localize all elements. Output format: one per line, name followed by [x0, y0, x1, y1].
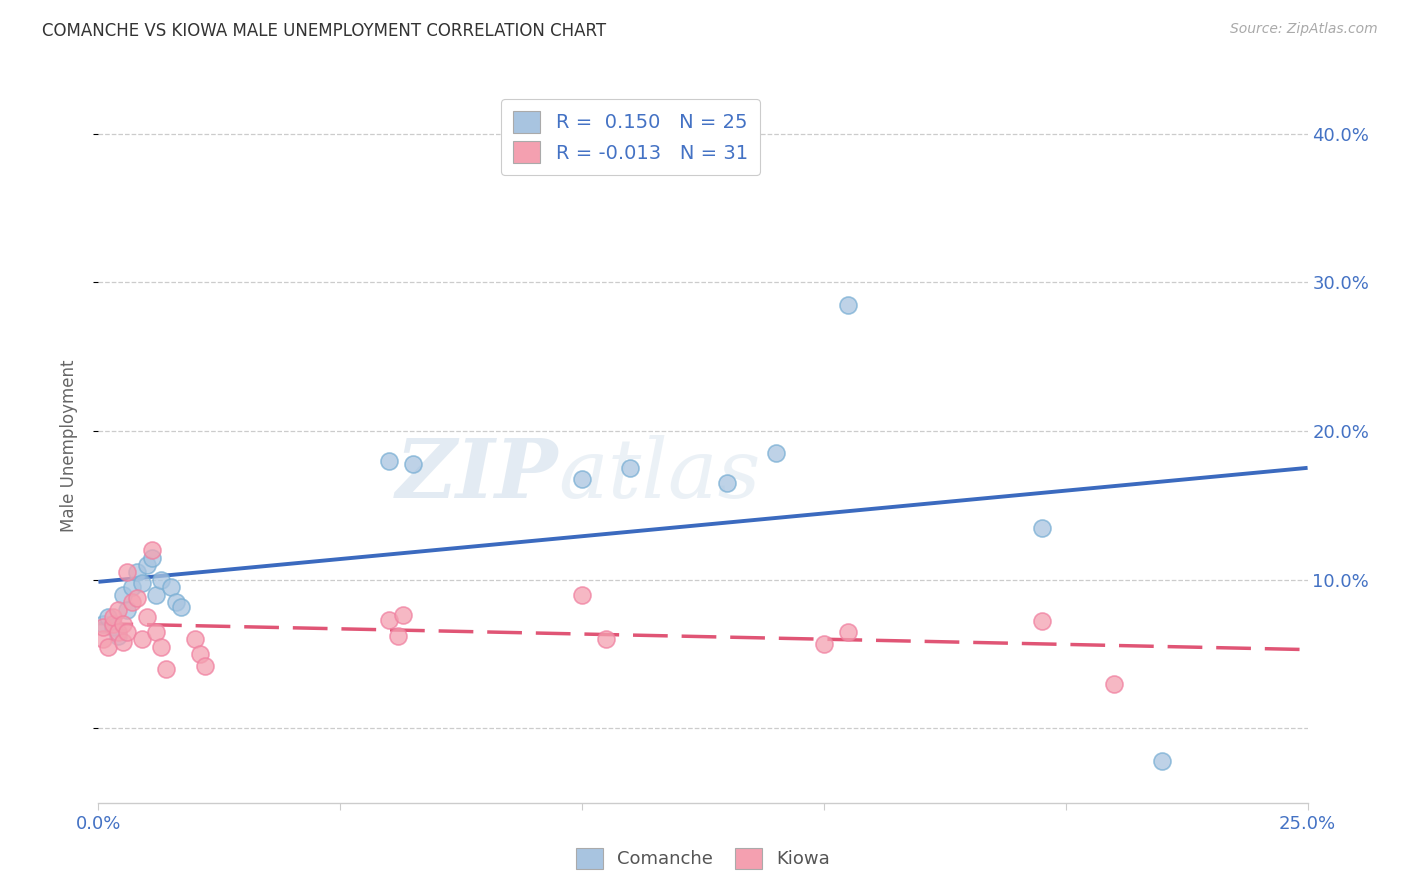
Point	[571, 472, 593, 486]
Point	[387, 629, 409, 643]
Point	[111, 588, 134, 602]
Point	[101, 617, 124, 632]
Point	[1152, 754, 1174, 768]
Point	[131, 632, 153, 647]
Point	[837, 298, 859, 312]
Point	[377, 454, 399, 468]
Point	[716, 476, 738, 491]
Point	[97, 610, 120, 624]
Point	[194, 659, 217, 673]
Point	[145, 588, 167, 602]
Point	[135, 558, 157, 572]
Text: atlas: atlas	[558, 434, 761, 515]
Point	[1031, 521, 1053, 535]
Point	[392, 608, 415, 623]
Point	[402, 457, 425, 471]
Point	[117, 566, 139, 580]
Point	[813, 637, 835, 651]
Point	[121, 580, 143, 594]
Point	[619, 461, 641, 475]
Point	[117, 624, 139, 639]
Point	[377, 613, 399, 627]
Point	[107, 624, 129, 639]
Point	[131, 575, 153, 590]
Point	[155, 662, 177, 676]
Point	[165, 595, 187, 609]
Point	[91, 617, 114, 632]
Point	[101, 610, 124, 624]
Point	[150, 640, 173, 654]
Point	[1031, 615, 1053, 629]
Point	[111, 635, 134, 649]
Point	[121, 595, 143, 609]
Point	[127, 591, 149, 605]
Point	[107, 602, 129, 616]
Point	[91, 632, 114, 647]
Point	[150, 573, 173, 587]
Point	[141, 550, 163, 565]
Point	[135, 610, 157, 624]
Point	[837, 624, 859, 639]
Point	[145, 624, 167, 639]
Point	[169, 599, 191, 614]
Point	[595, 632, 617, 647]
Point	[101, 620, 124, 634]
Text: ZIP: ZIP	[395, 434, 558, 515]
Point	[1102, 677, 1125, 691]
Point	[117, 602, 139, 616]
Point	[91, 620, 114, 634]
Point	[97, 640, 120, 654]
Legend: Comanche, Kiowa: Comanche, Kiowa	[568, 840, 838, 876]
Point	[111, 617, 134, 632]
Point	[141, 543, 163, 558]
Point	[571, 588, 593, 602]
Point	[765, 446, 787, 460]
Text: Source: ZipAtlas.com: Source: ZipAtlas.com	[1230, 22, 1378, 37]
Point	[107, 629, 129, 643]
Point	[160, 580, 183, 594]
Point	[184, 632, 207, 647]
Y-axis label: Male Unemployment: Male Unemployment	[59, 359, 77, 533]
Point	[127, 566, 149, 580]
Point	[188, 647, 211, 661]
Text: COMANCHE VS KIOWA MALE UNEMPLOYMENT CORRELATION CHART: COMANCHE VS KIOWA MALE UNEMPLOYMENT CORR…	[42, 22, 606, 40]
